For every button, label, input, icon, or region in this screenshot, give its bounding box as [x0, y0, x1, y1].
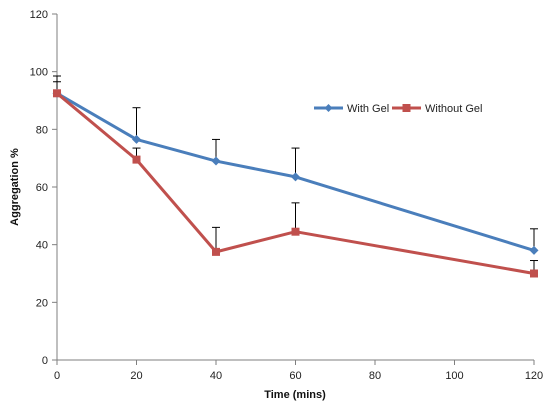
series-markers — [52, 88, 539, 278]
x-tick-label: 100 — [445, 370, 463, 382]
point-without-gel — [212, 247, 220, 256]
point-with-gel — [211, 156, 221, 166]
legend-label-with-gel: With Gel — [347, 103, 389, 115]
x-tick-label: 80 — [369, 370, 381, 382]
legend-label-without-gel: Without Gel — [425, 103, 482, 115]
y-tick-label: 120 — [30, 9, 48, 21]
error-bars — [53, 75, 538, 274]
y-tick-label: 100 — [30, 67, 48, 79]
y-tick-label: 0 — [42, 355, 48, 367]
y-tick-label: 60 — [36, 182, 48, 194]
x-axis-label: Time (mins) — [264, 389, 326, 401]
y-axis-label: Aggregation % — [9, 148, 21, 226]
point-without-gel — [530, 269, 538, 278]
series-lines — [56, 91, 535, 275]
y-tick-label: 20 — [36, 297, 48, 309]
x-tick-label: 0 — [54, 370, 60, 382]
legend-marker-without-gel — [402, 104, 411, 112]
x-tick-label: 20 — [130, 370, 142, 382]
legend: With Gel Without Gel — [314, 103, 482, 115]
point-without-gel — [53, 89, 61, 98]
x-tick-label: 120 — [525, 370, 543, 382]
point-with-gel — [132, 134, 141, 144]
point-without-gel — [132, 155, 141, 164]
point-with-gel — [529, 245, 539, 255]
axes — [56, 14, 534, 361]
legend-marker-with-gel — [324, 104, 333, 112]
point-without-gel — [291, 227, 300, 236]
y-ticks: 0 20 40 60 80 100 120 — [30, 9, 57, 367]
x-tick-label: 60 — [289, 370, 301, 382]
y-tick-label: 40 — [36, 240, 48, 252]
point-with-gel — [291, 172, 300, 182]
x-ticks: 0 20 40 60 80 100 120 — [54, 360, 543, 382]
y-tick-label: 80 — [36, 124, 48, 136]
series-line-without-gel — [56, 92, 535, 275]
x-tick-label: 40 — [210, 370, 222, 382]
